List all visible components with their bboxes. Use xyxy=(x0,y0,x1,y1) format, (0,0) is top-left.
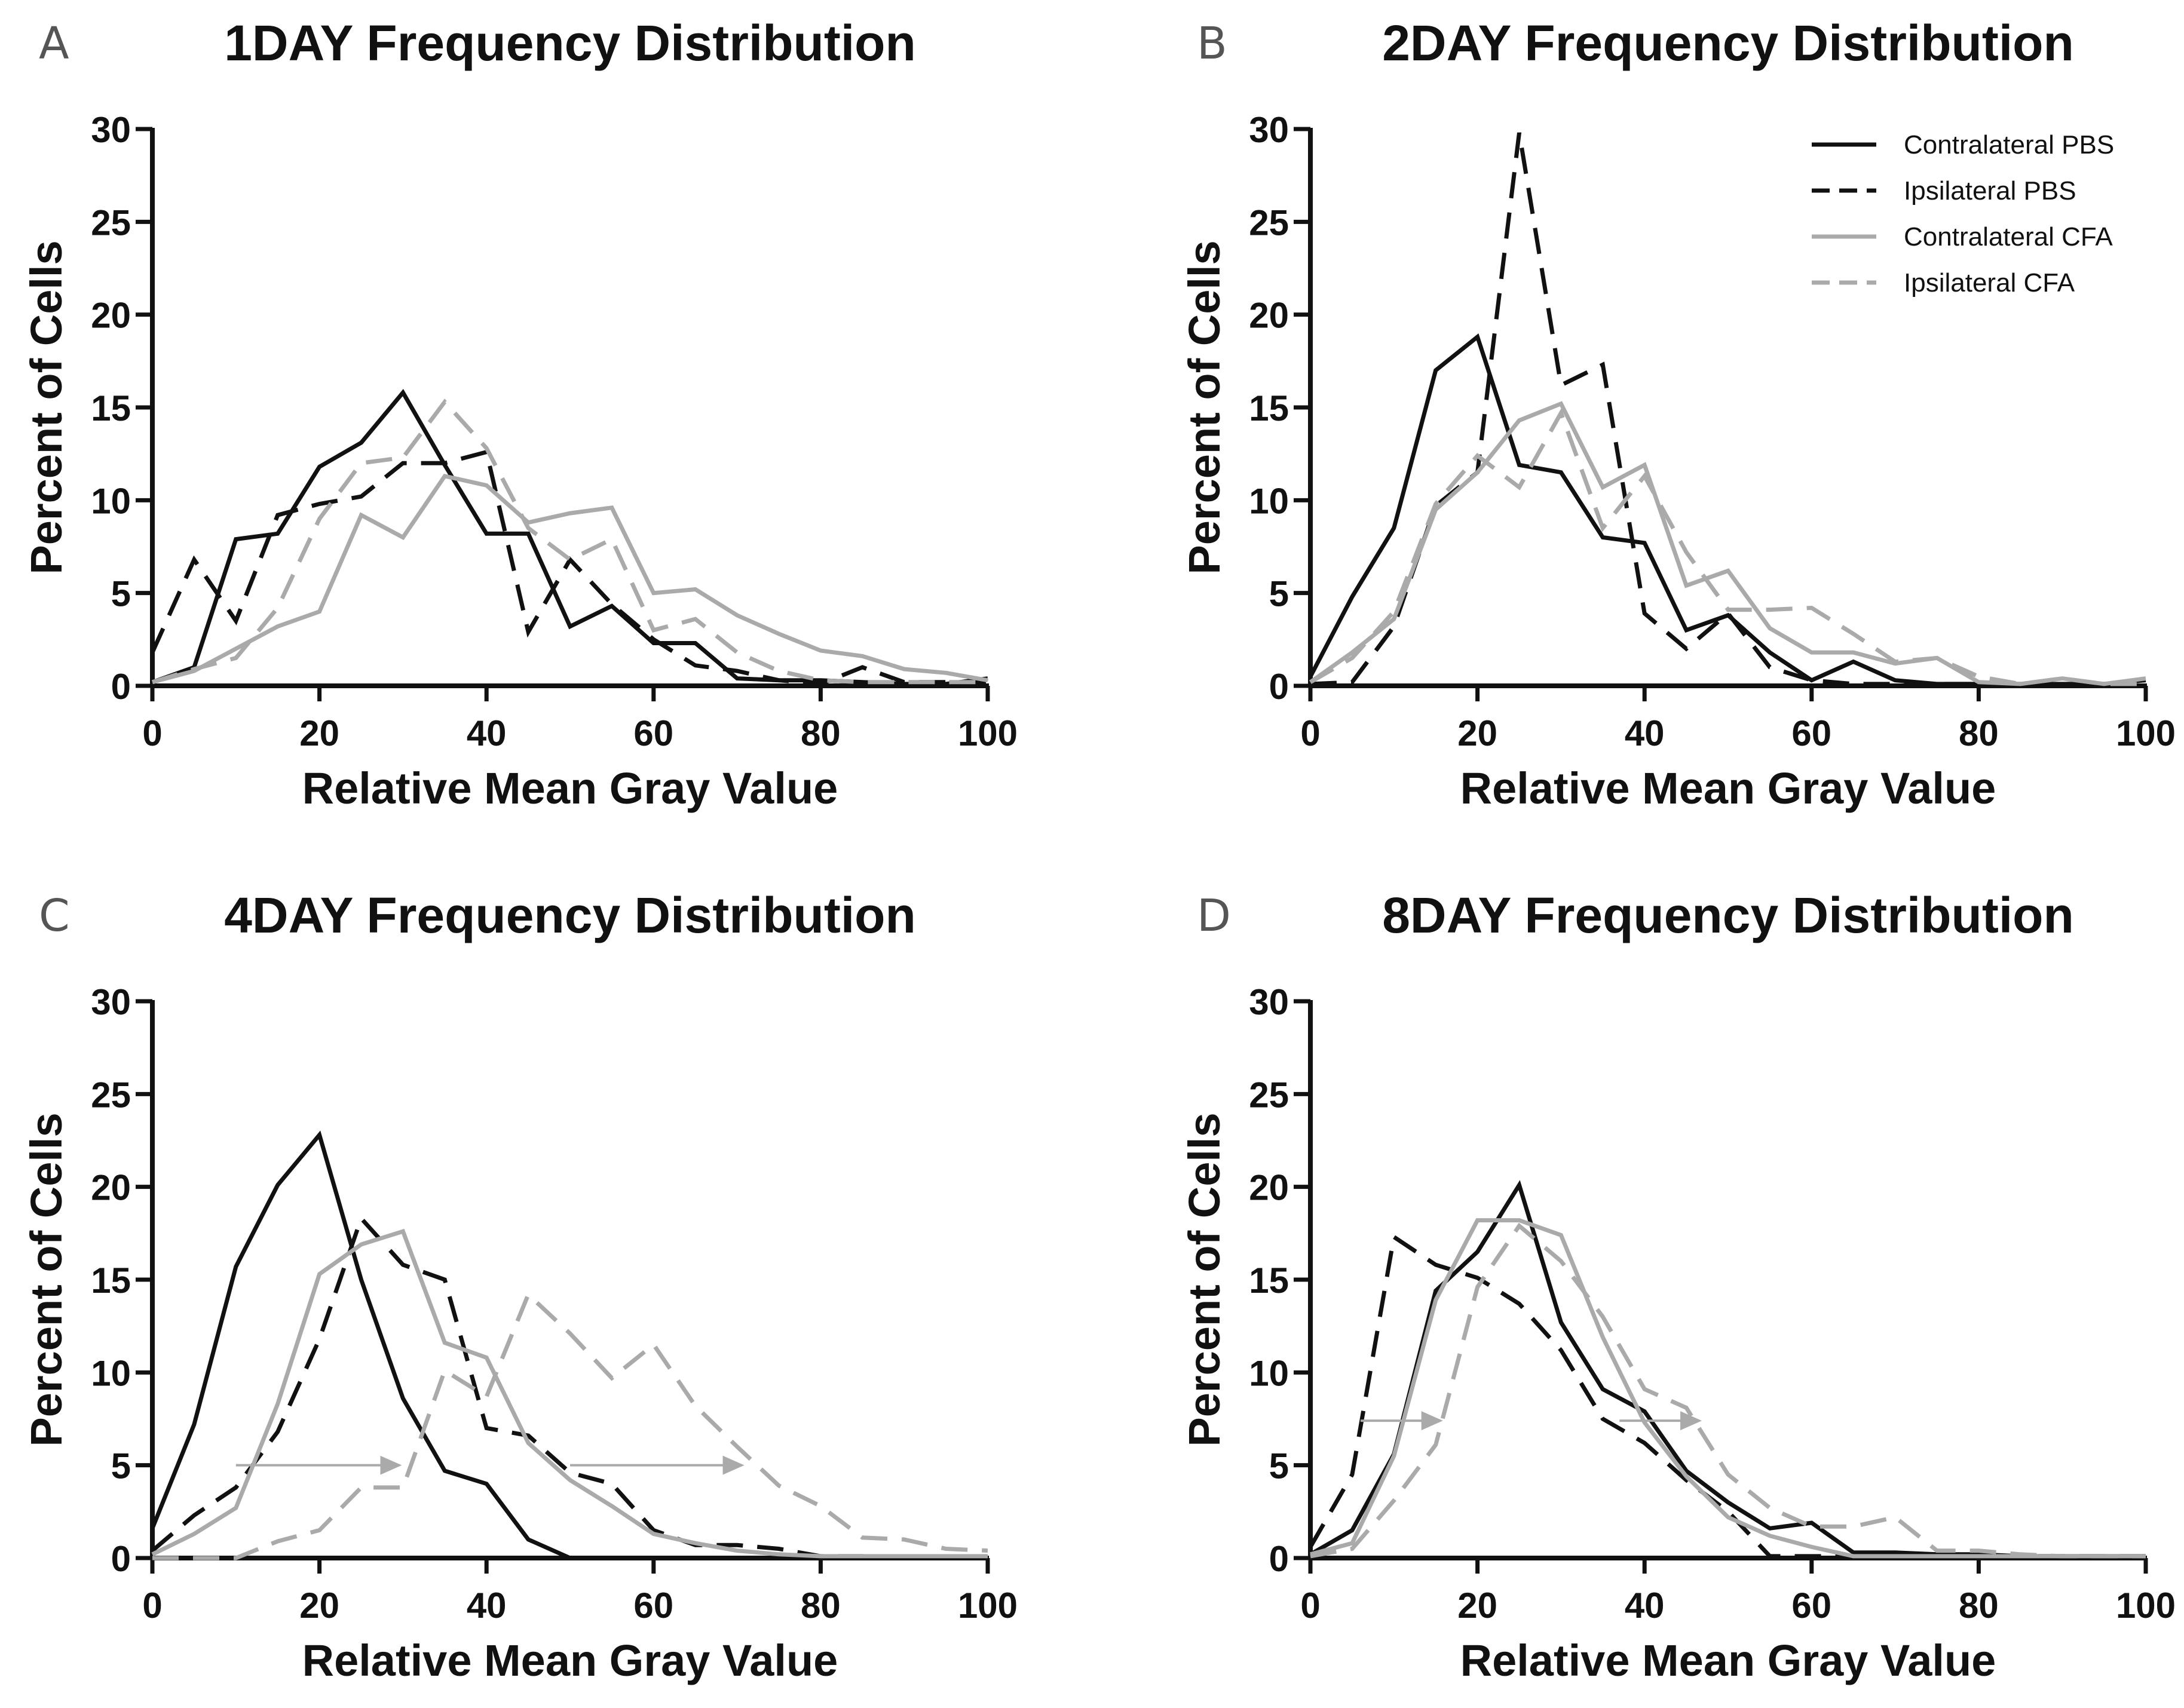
x-tick-label: 80 xyxy=(1959,713,1999,753)
x-tick-label: 20 xyxy=(299,713,339,753)
series-line-contra-pbs xyxy=(1309,1180,2146,1559)
x-tick-label: 40 xyxy=(467,1586,507,1626)
series-line-contra-cfa xyxy=(1310,1218,2146,1559)
y-tick-label: 5 xyxy=(1269,1446,1289,1486)
x-axis-label: Relative Mean Gray Value xyxy=(1460,1636,1996,1685)
x-tick-label: 20 xyxy=(1457,1586,1497,1626)
y-axis-label: Percent of Cells xyxy=(1180,240,1229,574)
series-line-contra-pbs xyxy=(151,389,988,686)
y-tick-label: 25 xyxy=(1249,1075,1289,1115)
y-tick-label: 30 xyxy=(1249,982,1289,1022)
series-line-ipsi-cfa xyxy=(1309,407,2146,686)
y-tick-label: 15 xyxy=(91,1261,131,1301)
x-axis-label: Relative Mean Gray Value xyxy=(302,763,838,813)
y-tick-label: 10 xyxy=(1249,1353,1289,1393)
x-tick-label: 40 xyxy=(1625,713,1665,753)
chart-title: 4DAY Frequency Distribution xyxy=(224,887,916,943)
x-tick-label: 60 xyxy=(633,713,673,753)
panel-letter: D xyxy=(1197,890,1231,942)
y-tick-label: 25 xyxy=(91,203,131,243)
x-tick-label: 60 xyxy=(1791,713,1831,753)
x-tick-label: 100 xyxy=(2116,713,2176,753)
y-tick-label: 30 xyxy=(1249,110,1289,150)
x-tick-label: 100 xyxy=(2116,1586,2176,1626)
y-tick-label: 20 xyxy=(1249,296,1289,336)
x-tick-label: 0 xyxy=(1300,713,1320,753)
legend: Contralateral PBS Ipsilateral PBS Contrala… xyxy=(1812,130,2114,298)
chart-panel-a: A 1DAY Frequency Distribution 0 5 10 15 20 25 30… xyxy=(22,15,1018,813)
y-tick-label: 15 xyxy=(1249,388,1289,428)
y-tick-label: 15 xyxy=(91,388,131,428)
x-tick-label: 0 xyxy=(1300,1586,1320,1626)
x-axis-label: Relative Mean Gray Value xyxy=(1460,763,1996,813)
y-tick-label: 5 xyxy=(111,574,131,614)
panel-letter: B xyxy=(1197,18,1227,69)
legend-label: Ipsilateral PBS xyxy=(1904,176,2076,206)
y-tick-label: 20 xyxy=(91,1168,131,1208)
chart-title: 8DAY Frequency Distribution xyxy=(1382,887,2074,943)
legend-label: Contralateral PBS xyxy=(1904,130,2114,160)
y-axis-label: Percent of Cells xyxy=(1180,1112,1229,1446)
y-tick-label: 10 xyxy=(91,1353,131,1393)
y-tick-label: 30 xyxy=(91,982,131,1022)
chart-panel-d: D 8DAY Frequency Distribution 0 5 10 15 20 25 30… xyxy=(1180,887,2176,1685)
y-tick-label: 15 xyxy=(1249,1261,1289,1301)
y-tick-label: 30 xyxy=(91,110,131,150)
series-line-ipsi-cfa xyxy=(1310,1222,2146,1559)
x-tick-label: 100 xyxy=(958,1586,1018,1626)
x-tick-label: 0 xyxy=(142,1586,162,1626)
chart-panel-c: C 4DAY Frequency Distribution 0 5 10 15 20 25 30… xyxy=(22,887,1018,1685)
chart-title: 2DAY Frequency Distribution xyxy=(1382,15,2074,71)
x-tick-label: 80 xyxy=(1959,1586,1999,1626)
y-tick-label: 20 xyxy=(91,296,131,336)
y-axis-label: Percent of Cells xyxy=(22,1112,71,1446)
y-tick-label: 5 xyxy=(111,1446,131,1486)
panels: A 1DAY Frequency Distribution 0 5 10 15 20 25 30… xyxy=(22,15,2176,1685)
series-line-contra-cfa xyxy=(1309,401,2146,686)
y-axis-label: Percent of Cells xyxy=(22,240,71,574)
x-tick-label: 100 xyxy=(958,713,1018,753)
y-tick-label: 0 xyxy=(111,667,131,707)
chart-panel-b: B 2DAY Frequency Distribution 0 5 10 15 20 25 30… xyxy=(1180,15,2176,813)
x-tick-label: 40 xyxy=(467,713,507,753)
y-tick-label: 0 xyxy=(1269,667,1289,707)
y-tick-label: 5 xyxy=(1269,574,1289,614)
series-line-contra-cfa xyxy=(151,1228,988,1559)
series-line-ipsi-cfa xyxy=(151,398,988,685)
chart-title: 1DAY Frequency Distribution xyxy=(224,15,916,71)
y-tick-label: 10 xyxy=(91,481,131,521)
series-line-contra-pbs xyxy=(150,1130,988,1560)
series-line-ipsi-cfa xyxy=(152,1290,988,1560)
y-tick-label: 25 xyxy=(91,1075,131,1115)
x-tick-label: 40 xyxy=(1625,1586,1665,1626)
x-tick-label: 20 xyxy=(299,1586,339,1626)
series-line-ipsi-pbs xyxy=(1308,1233,2146,1559)
y-tick-label: 20 xyxy=(1249,1168,1289,1208)
series-line-contra-cfa xyxy=(152,473,988,685)
y-tick-label: 0 xyxy=(111,1539,131,1579)
panel-letter: A xyxy=(39,18,69,69)
legend-label: Contralateral CFA xyxy=(1904,222,2113,252)
y-tick-label: 0 xyxy=(1269,1539,1289,1579)
y-tick-label: 25 xyxy=(1249,203,1289,243)
x-tick-label: 80 xyxy=(801,713,841,753)
y-tick-label: 10 xyxy=(1249,481,1289,521)
series-line-ipsi-pbs xyxy=(151,1214,988,1560)
x-tick-label: 60 xyxy=(633,1586,673,1626)
x-tick-label: 20 xyxy=(1457,713,1497,753)
legend-label: Ipsilateral CFA xyxy=(1904,268,2075,298)
x-axis-label: Relative Mean Gray Value xyxy=(302,1636,838,1685)
x-tick-label: 0 xyxy=(142,713,162,753)
series-line-ipsi-pbs xyxy=(1310,132,2146,686)
panel-letter: C xyxy=(39,890,70,942)
series-line-ipsi-pbs xyxy=(150,449,988,686)
x-tick-label: 80 xyxy=(801,1586,841,1626)
x-tick-label: 60 xyxy=(1791,1586,1831,1626)
